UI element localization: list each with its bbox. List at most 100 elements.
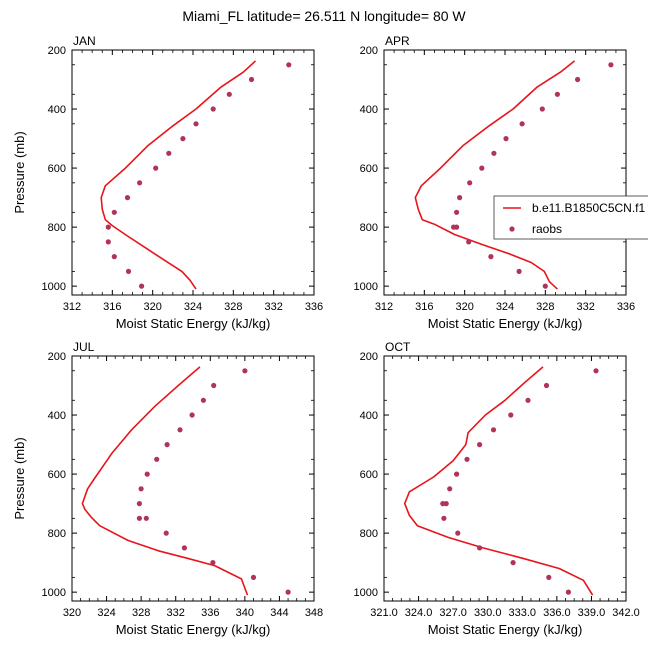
- legend-model-label: b.e11.B1850C5CN.f1: [532, 201, 646, 215]
- legend: b.e11.B1850C5CN.f1 raobs: [493, 195, 648, 240]
- y-tick-label: 400: [48, 104, 66, 116]
- x-tick-label: 333.0: [509, 607, 537, 619]
- raobs-point: [457, 195, 463, 201]
- raobs-point: [479, 165, 485, 171]
- x-tick-label: 324: [184, 301, 202, 313]
- raobs-point: [516, 268, 522, 274]
- x-axis-title: Moist Static Energy (kJ/kg): [116, 622, 271, 637]
- raobs-point: [455, 530, 461, 536]
- raobs-point: [163, 530, 169, 536]
- plot-frame: [71, 49, 315, 296]
- panel-title: OCT: [385, 340, 411, 354]
- y-axis-title: Pressure (mb): [12, 437, 27, 519]
- plot-frame: [71, 355, 315, 602]
- raobs-point: [466, 239, 472, 245]
- raobs-point: [454, 471, 460, 477]
- y-tick-label: 200: [48, 351, 66, 363]
- model-profile-line: [403, 366, 594, 596]
- x-tick-label: 324: [97, 607, 115, 619]
- raobs-point: [248, 76, 255, 83]
- raobs-point: [124, 195, 131, 201]
- raobs-point: [441, 515, 447, 521]
- raobs-point: [539, 106, 545, 112]
- y-tick-label: 600: [360, 163, 378, 175]
- raobs-point: [440, 501, 446, 507]
- raobs-point: [105, 224, 111, 230]
- x-tick-label: 332: [264, 301, 282, 313]
- raobs-point: [575, 76, 581, 83]
- y-tick-label: 1000: [354, 587, 378, 599]
- chart-panel-apr: APR 312 316 320 324 328 332 336 200 400 600 800 1000…: [354, 34, 636, 331]
- legend-obs-label: raobs: [532, 222, 562, 236]
- chart-panel-oct: OCT 321.0 324.0 327.0 330.0 333.0 336.0 339.0 34…: [354, 340, 640, 637]
- raobs-point: [542, 283, 548, 289]
- raobs-point: [210, 560, 216, 566]
- x-tick-label: 340: [236, 607, 254, 619]
- model-profile-line: [414, 60, 576, 290]
- x-axis-title: Moist Static Energy (kJ/kg): [428, 622, 583, 637]
- y-axis-title: Pressure (mb): [12, 131, 27, 213]
- x-axis-title: Moist Static Energy (kJ/kg): [116, 316, 271, 331]
- x-tick-label: 339.0: [578, 607, 606, 619]
- raobs-point: [447, 486, 453, 492]
- y-tick-label: 800: [48, 222, 66, 234]
- raobs-point: [543, 382, 550, 389]
- y-tick-label: 1000: [354, 281, 378, 293]
- raobs-point: [105, 239, 111, 245]
- chart-panels: JAN 312 316 320 324 328 332 336 200 400 600 800 1000…: [12, 34, 640, 637]
- raobs-point: [136, 501, 142, 507]
- raobs-point: [153, 165, 159, 171]
- y-tick-label: 600: [48, 163, 66, 175]
- model-profile-line: [100, 60, 257, 290]
- raobs-point: [189, 412, 195, 418]
- figure-title: Miami_FL latitude= 26.511 N longitude= 8…: [182, 8, 466, 24]
- raobs-point: [136, 515, 142, 521]
- x-tick-label: 336: [201, 607, 219, 619]
- chart-panel-jul: JUL 320 324 328 332 336 340 344 348 200 400 600 800 1…: [12, 340, 323, 637]
- raobs-point: [242, 368, 248, 374]
- raobs-point: [111, 254, 117, 260]
- raobs-point: [593, 368, 599, 374]
- raobs-point: [193, 121, 199, 127]
- model-profile-line: [81, 366, 249, 596]
- x-tick-label: 342.0: [612, 607, 640, 619]
- y-tick-label: 600: [48, 469, 66, 481]
- x-tick-label: 321.0: [370, 607, 398, 619]
- raobs-point: [211, 382, 217, 389]
- x-axis-title: Moist Static Energy (kJ/kg): [428, 316, 583, 331]
- raobs-point: [608, 62, 614, 68]
- x-tick-label: 328: [132, 607, 150, 619]
- plot-frame: [383, 49, 627, 296]
- raobs-point: [454, 209, 460, 215]
- x-tick-label: 336: [305, 301, 323, 313]
- x-tick-label: 336: [617, 301, 635, 313]
- raobs-point: [139, 283, 145, 289]
- raobs-point: [519, 121, 525, 127]
- y-tick-label: 400: [360, 104, 378, 116]
- raobs-point: [181, 545, 187, 551]
- y-tick-label: 600: [360, 469, 378, 481]
- raobs-point: [166, 150, 172, 156]
- x-tick-label: 324: [496, 301, 514, 313]
- raobs-point: [467, 180, 473, 186]
- y-tick-label: 800: [360, 222, 378, 234]
- raobs-point: [177, 427, 183, 433]
- raobs-point: [286, 62, 292, 68]
- x-tick-label: 328: [224, 301, 242, 313]
- x-tick-label: 328: [536, 301, 554, 313]
- raobs-point: [477, 545, 483, 551]
- x-tick-label: 324.0: [405, 607, 433, 619]
- raobs-point: [477, 442, 483, 448]
- raobs-point: [454, 224, 460, 230]
- x-tick-label: 344: [270, 607, 288, 619]
- y-tick-label: 200: [360, 45, 378, 57]
- panel-title: JAN: [73, 34, 96, 48]
- raobs-point: [503, 136, 509, 142]
- x-tick-label: 332: [576, 301, 594, 313]
- raobs-point: [143, 515, 149, 521]
- raobs-point: [226, 91, 232, 97]
- x-tick-label: 332: [167, 607, 185, 619]
- raobs-point: [200, 397, 206, 403]
